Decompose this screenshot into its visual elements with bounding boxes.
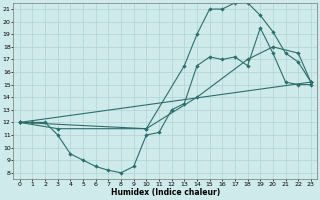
X-axis label: Humidex (Indice chaleur): Humidex (Indice chaleur) [111,188,220,197]
